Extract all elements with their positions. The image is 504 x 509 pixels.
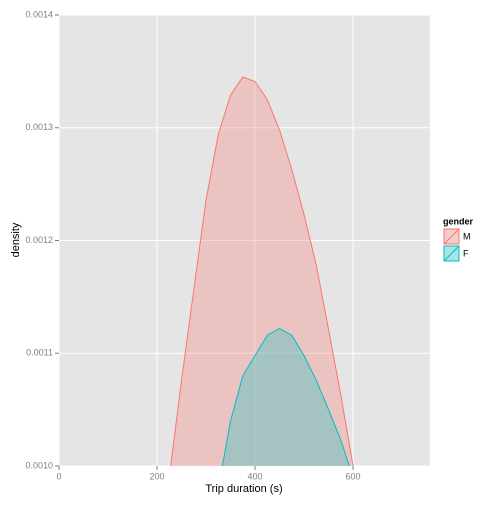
x-tick-label: 600 [346, 471, 361, 481]
density-line [170, 76, 354, 466]
legend-key-line [443, 245, 460, 262]
density-line [221, 327, 350, 466]
x-tick-label: 400 [248, 471, 263, 481]
x-tick-label: 200 [150, 471, 165, 481]
y-tick-label: 0.0014 [25, 9, 53, 19]
x-axis-label: Trip duration (s) [205, 483, 282, 495]
legend-title: gender [443, 216, 474, 226]
y-tick-label: 0.0012 [25, 235, 53, 245]
legend-label: F [463, 248, 469, 258]
density-area [222, 328, 350, 466]
x-tick-label: 0 [56, 471, 61, 481]
y-axis-label: density [10, 222, 22, 257]
legend-label: M [463, 231, 471, 241]
y-tick-label: 0.0010 [25, 460, 53, 470]
y-tick-label: 0.0013 [25, 122, 53, 132]
density-area [170, 77, 354, 466]
legend-key-line [443, 228, 460, 245]
y-tick-label: 0.0011 [26, 348, 53, 358]
